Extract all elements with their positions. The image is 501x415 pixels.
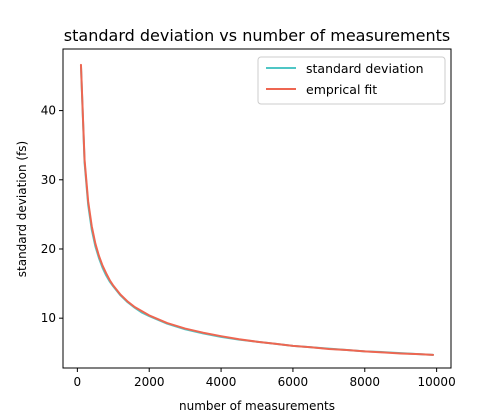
y-tick-label-2: 30: [41, 173, 56, 187]
y-axis-ticks: 10 20 30 40: [41, 104, 63, 325]
y-tick-label-3: 40: [41, 104, 56, 118]
x-tick-label-5: 10000: [418, 375, 456, 389]
legend: standard deviation emprical fit: [257, 56, 446, 105]
x-tick-label-3: 6000: [278, 375, 309, 389]
series-line-1: [79, 63, 435, 356]
legend-label-standard-deviation: standard deviation: [306, 61, 424, 76]
y-tick-label-0: 10: [41, 311, 56, 325]
series-layer: [79, 63, 435, 356]
x-tick-label-0: 0: [74, 375, 82, 389]
x-tick-label-4: 8000: [350, 375, 381, 389]
x-tick-label-2: 4000: [206, 375, 237, 389]
legend-box: [257, 56, 446, 105]
x-tick-label-1: 2000: [134, 375, 165, 389]
x-axis-ticks: 0 2000 4000 6000 8000 10000: [74, 368, 456, 389]
y-tick-label-1: 20: [41, 242, 56, 256]
y-axis-label: standard deviation (fs): [15, 141, 29, 277]
x-axis-label: number of measurements: [179, 399, 335, 413]
legend-label-emprical-fit: emprical fit: [306, 82, 377, 97]
chart-title: standard deviation vs number of measurem…: [64, 26, 450, 45]
